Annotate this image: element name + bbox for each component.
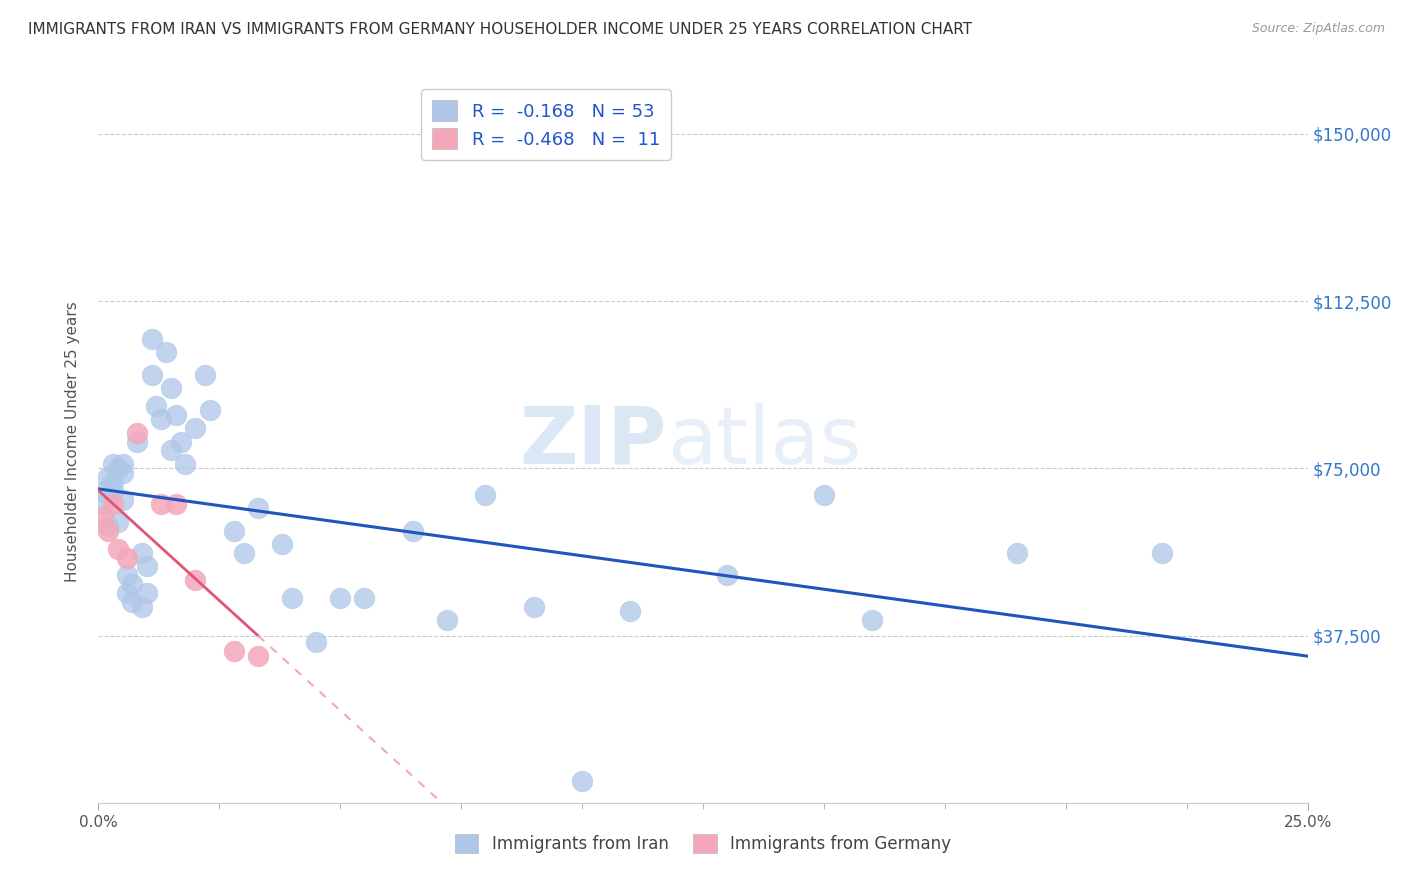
- Point: [160, 443, 183, 458]
- Y-axis label: Householder Income Under 25 years: Householder Income Under 25 years: [65, 301, 80, 582]
- Point: [1152, 546, 1174, 560]
- Point: [141, 332, 163, 346]
- Point: [121, 595, 143, 609]
- Point: [436, 613, 458, 627]
- Point: [97, 470, 120, 484]
- Point: [91, 483, 114, 498]
- Point: [111, 457, 134, 471]
- Point: [101, 483, 124, 498]
- Point: [165, 497, 187, 511]
- Point: [117, 586, 139, 600]
- Point: [111, 466, 134, 480]
- Point: [155, 345, 177, 359]
- Point: [117, 568, 139, 582]
- Point: [141, 368, 163, 382]
- Point: [353, 591, 375, 605]
- Point: [165, 408, 187, 422]
- Text: IMMIGRANTS FROM IRAN VS IMMIGRANTS FROM GERMANY HOUSEHOLDER INCOME UNDER 25 YEAR: IMMIGRANTS FROM IRAN VS IMMIGRANTS FROM …: [28, 22, 972, 37]
- Point: [150, 412, 173, 426]
- Point: [523, 599, 546, 614]
- Point: [97, 524, 120, 538]
- Point: [184, 573, 207, 587]
- Point: [145, 399, 167, 413]
- Point: [716, 568, 738, 582]
- Point: [571, 773, 593, 788]
- Point: [135, 559, 157, 574]
- Point: [107, 541, 129, 556]
- Point: [160, 381, 183, 395]
- Point: [91, 510, 114, 524]
- Point: [101, 457, 124, 471]
- Point: [135, 586, 157, 600]
- Point: [329, 591, 352, 605]
- Point: [101, 497, 124, 511]
- Point: [247, 501, 270, 516]
- Point: [305, 635, 328, 649]
- Point: [402, 524, 425, 538]
- Point: [150, 497, 173, 511]
- Text: ZIP: ZIP: [519, 402, 666, 481]
- Point: [127, 425, 149, 440]
- Point: [232, 546, 254, 560]
- Point: [107, 515, 129, 529]
- Point: [474, 488, 496, 502]
- Point: [271, 537, 294, 551]
- Point: [127, 434, 149, 449]
- Point: [107, 461, 129, 475]
- Point: [117, 550, 139, 565]
- Point: [222, 644, 245, 658]
- Point: [281, 591, 304, 605]
- Point: [198, 403, 221, 417]
- Point: [101, 475, 124, 489]
- Legend: Immigrants from Iran, Immigrants from Germany: Immigrants from Iran, Immigrants from Ge…: [449, 827, 957, 860]
- Point: [97, 519, 120, 533]
- Point: [619, 604, 641, 618]
- Point: [813, 488, 835, 502]
- Point: [184, 421, 207, 435]
- Point: [222, 524, 245, 538]
- Point: [860, 613, 883, 627]
- Point: [111, 492, 134, 507]
- Point: [131, 599, 153, 614]
- Text: Source: ZipAtlas.com: Source: ZipAtlas.com: [1251, 22, 1385, 36]
- Point: [1007, 546, 1029, 560]
- Point: [131, 546, 153, 560]
- Point: [91, 497, 114, 511]
- Point: [174, 457, 197, 471]
- Point: [194, 368, 217, 382]
- Text: atlas: atlas: [666, 402, 860, 481]
- Point: [247, 648, 270, 663]
- Point: [121, 577, 143, 591]
- Point: [169, 434, 191, 449]
